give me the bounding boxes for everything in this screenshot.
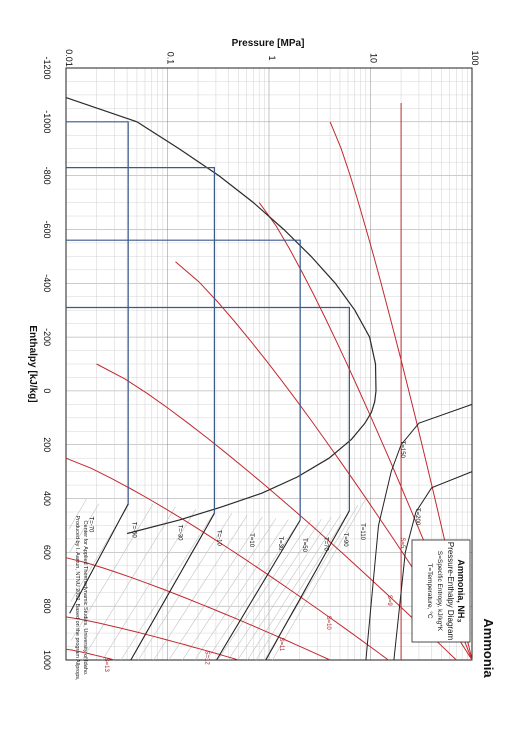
isentrope-curve [65,457,389,661]
isentrope-curve [65,616,239,661]
isotherm-vapor-curve [130,513,215,661]
vapor-isotherm-curve [182,518,277,661]
legend-line: T=Temperature, °C [426,563,434,618]
x-tick-label: -1200 [42,56,52,79]
isotherm-label: T=-30 [177,525,183,542]
legend-subtitle: Ammonia, NH₃ [456,559,466,622]
isotherm-label: T=110 [359,523,365,540]
isentrope-label: S=5 [399,537,405,549]
plot-frame [65,67,473,661]
x-axis-title: Enthalpy [kJ/kg] [27,325,38,402]
y-tick-label: 0.1 [166,52,176,65]
isotherm-label: T=90 [342,533,348,548]
isotherm-label: T=50 [301,538,307,553]
credit-line: Produced by I. Aartun, NTNU 2002. Based … [74,515,80,681]
y-axis-title: Pressure [MPa] [232,38,305,49]
x-tick-label: -800 [42,167,52,185]
vapor-isotherm-curve [237,517,332,661]
x-tick-label: -600 [42,220,52,238]
isotherm-line [66,239,301,521]
isentrope-label: S=10 [325,616,331,631]
y-tick-label: 0.01 [64,49,74,67]
isotherm-line [66,121,129,504]
vapor-isotherm-curve [69,503,99,553]
x-tick-label: 800 [42,599,52,614]
supercritical-isotherm [365,403,473,661]
isotherm-line [66,167,215,514]
isentrope-label: S=11 [278,638,284,652]
legend-line: S=Specific Entropy, kJ/kg*K [436,551,443,632]
chart-title: Ammonia [481,618,496,678]
supercritical-isotherm [393,471,473,661]
y-tick-label: 100 [470,50,480,65]
x-tick-label: 0 [42,388,52,393]
vapor-isotherm-curve [68,498,87,529]
saturation-dome [65,97,377,535]
vapor-isotherm-curve [70,503,154,641]
isentrope-curve [65,557,331,661]
isotherm-label: T=70 [323,537,329,552]
legend-box [411,539,471,643]
x-tick-label: 200 [42,437,52,452]
supercritical-label: T=200 [414,508,420,526]
isotherm-vapor-curve [216,519,301,661]
vapor-isotherm-curve [120,511,215,661]
x-tick-label: -400 [42,274,52,292]
vapor-isotherm-curve [194,519,289,661]
isotherm-vapor-curve [265,510,350,661]
vapor-isotherm-curve [247,514,342,661]
x-tick-label: 600 [42,545,52,560]
isotherm-label: T=-10 [215,530,221,547]
isotherm-label: T=10 [248,533,254,548]
isentrope-label: S=13 [103,658,109,673]
credit-line: Center for Applied Thermodynamic Studies… [82,521,88,676]
vapor-isotherm-curve [153,515,248,661]
x-tick-label: 400 [42,491,52,506]
isentrope-label: S=9 [386,595,392,607]
isotherm-line [66,306,350,511]
isotherm-label: T=-50 [130,522,136,539]
vapor-isotherm-curve [138,513,233,661]
isentrope-curve [65,648,115,661]
vapor-isotherm-curve [272,498,367,661]
y-tick-label: 1 [267,55,277,60]
vapor-isotherm-curve [81,506,176,661]
isentrope-curve [96,363,457,661]
isotherm-vapor-curve [69,503,129,614]
x-tick-label: -1000 [42,110,52,133]
vapor-isotherm-curve [102,509,197,661]
supercritical-label: T=150 [399,441,405,459]
isotherm-label: T=30 [277,536,283,551]
vapor-isotherm-curve [217,519,312,661]
vapor-isotherm-curve [168,516,263,661]
vapor-isotherm-curve [255,510,350,661]
vapor-isotherm-curve [227,518,322,661]
x-tick-label: 1000 [42,650,52,670]
legend-line: Pressure-Enthalpy Diagram [446,542,455,641]
isentrope-label: S=12 [204,651,210,666]
isotherm-label: T=-70 [88,517,94,534]
y-tick-label: 10 [369,53,379,63]
vapor-isotherm-curve [206,519,301,661]
x-tick-label: -200 [42,328,52,346]
